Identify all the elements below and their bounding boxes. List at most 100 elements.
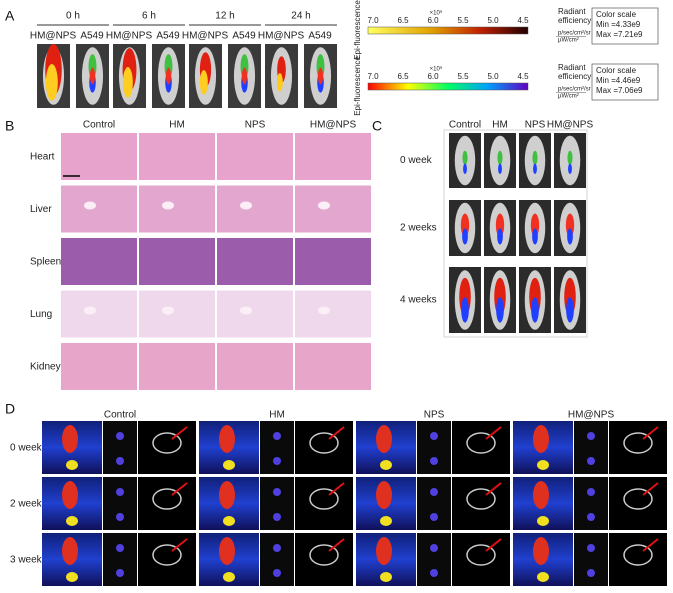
column-label: HM: [269, 410, 285, 421]
pet-slice-signal: [587, 432, 595, 440]
axis-label: Epi-fluorescence: [353, 0, 362, 60]
histology-image: [217, 290, 293, 338]
group-label: HM@NPS: [30, 31, 77, 42]
unit: p/sec/cm²/sr: [558, 31, 591, 37]
group-label: A549: [308, 31, 332, 42]
histology-image: [139, 238, 215, 285]
time-label: 24 h: [291, 11, 310, 22]
skull: [623, 544, 653, 566]
signal: [497, 228, 503, 245]
row-label: 3 weeks: [10, 555, 47, 566]
signal: [462, 228, 468, 245]
histology-image: [295, 343, 371, 390]
ct-image: [452, 421, 510, 474]
pet-slice: [103, 421, 137, 474]
signal: [567, 228, 573, 245]
pet-signal: [62, 481, 78, 509]
signal: [463, 163, 467, 175]
pet-slice: [260, 533, 294, 586]
pet-signal: [537, 516, 549, 526]
time-label: 12 h: [215, 11, 234, 22]
time-label: 0 h: [66, 11, 80, 22]
signal: [567, 150, 573, 165]
ct-image: [609, 477, 667, 530]
pet-slice-signal: [430, 488, 438, 496]
histology-image: [61, 133, 137, 180]
scale-max: Max =7.21e9: [596, 30, 643, 39]
signal: [498, 163, 502, 175]
tick-label: 5.0: [487, 16, 499, 25]
scale-box: [591, 7, 659, 45]
vessel: [84, 201, 96, 210]
ct-image: [138, 421, 196, 474]
pet-slice: [417, 533, 451, 586]
unit: p/sec/cm²/sr: [558, 87, 591, 93]
pet-signal: [380, 460, 392, 470]
scale-box-title: Color scale: [596, 10, 637, 19]
group-label: HM@NPS: [258, 31, 305, 42]
pet-signal: [66, 516, 78, 526]
arrow: [485, 426, 502, 440]
column-label: NPS: [245, 120, 266, 131]
row-label: 2 weeks: [400, 223, 437, 234]
arrow: [171, 426, 188, 440]
row-label: 0 week: [400, 155, 433, 166]
tick-label: 6.0: [427, 72, 439, 81]
pet-slice-signal: [273, 513, 281, 521]
pet-slice-signal: [116, 569, 124, 577]
pet-slice-signal: [430, 544, 438, 552]
skull: [623, 488, 653, 510]
skull: [152, 488, 182, 510]
ct-image: [452, 477, 510, 530]
vessel: [318, 306, 330, 315]
ct-image: [295, 421, 353, 474]
signal: [122, 67, 133, 98]
arrow: [485, 482, 502, 496]
exponent: ×10⁹: [430, 66, 443, 73]
histology-image: [295, 185, 371, 233]
ct-image: [295, 477, 353, 530]
pet-slice-signal: [116, 488, 124, 496]
pet-slice-signal: [587, 544, 595, 552]
pet-signal: [376, 425, 392, 453]
pet-signal: [380, 516, 392, 526]
signal: [461, 297, 469, 323]
tick-label: 5.5: [457, 72, 469, 81]
group-label: HM@NPS: [182, 31, 229, 42]
panel-label: A: [5, 8, 15, 24]
pet-signal: [66, 572, 78, 582]
row-label: Lung: [30, 309, 52, 320]
signal: [89, 67, 96, 85]
tick-label: 4.5: [517, 16, 529, 25]
skull: [152, 544, 182, 566]
skull: [466, 544, 496, 566]
signal: [496, 297, 504, 323]
group-label: A549: [232, 31, 256, 42]
scale-box: [591, 63, 659, 101]
pet-signal: [219, 481, 235, 509]
tick-label: 6.5: [397, 72, 409, 81]
column-label: HM@NPS: [310, 120, 357, 131]
skull: [466, 432, 496, 454]
histology-image: [217, 238, 293, 285]
column-label: NPS: [525, 120, 546, 131]
pet-slice-signal: [273, 457, 281, 465]
signal: [165, 67, 172, 85]
signal: [566, 297, 574, 323]
vessel: [240, 201, 252, 210]
scale-max: Max =7.06e9: [596, 86, 643, 95]
pet-signal: [223, 572, 235, 582]
scale-title: efficiency: [558, 16, 591, 25]
column-label: HM@NPS: [547, 120, 594, 131]
arrow: [328, 482, 345, 496]
pet-signal: [376, 481, 392, 509]
histology-image: [61, 238, 137, 285]
pet-signal: [62, 425, 78, 453]
ct-image: [452, 533, 510, 586]
tick-label: 5.5: [457, 16, 469, 25]
vessel: [318, 201, 330, 210]
signal: [45, 63, 58, 101]
unit: µW/cm²: [558, 38, 579, 44]
ct-image: [609, 533, 667, 586]
pet-slice: [574, 477, 608, 530]
